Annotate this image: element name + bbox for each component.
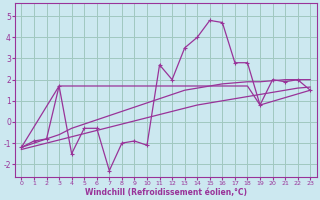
X-axis label: Windchill (Refroidissement éolien,°C): Windchill (Refroidissement éolien,°C)	[85, 188, 247, 197]
